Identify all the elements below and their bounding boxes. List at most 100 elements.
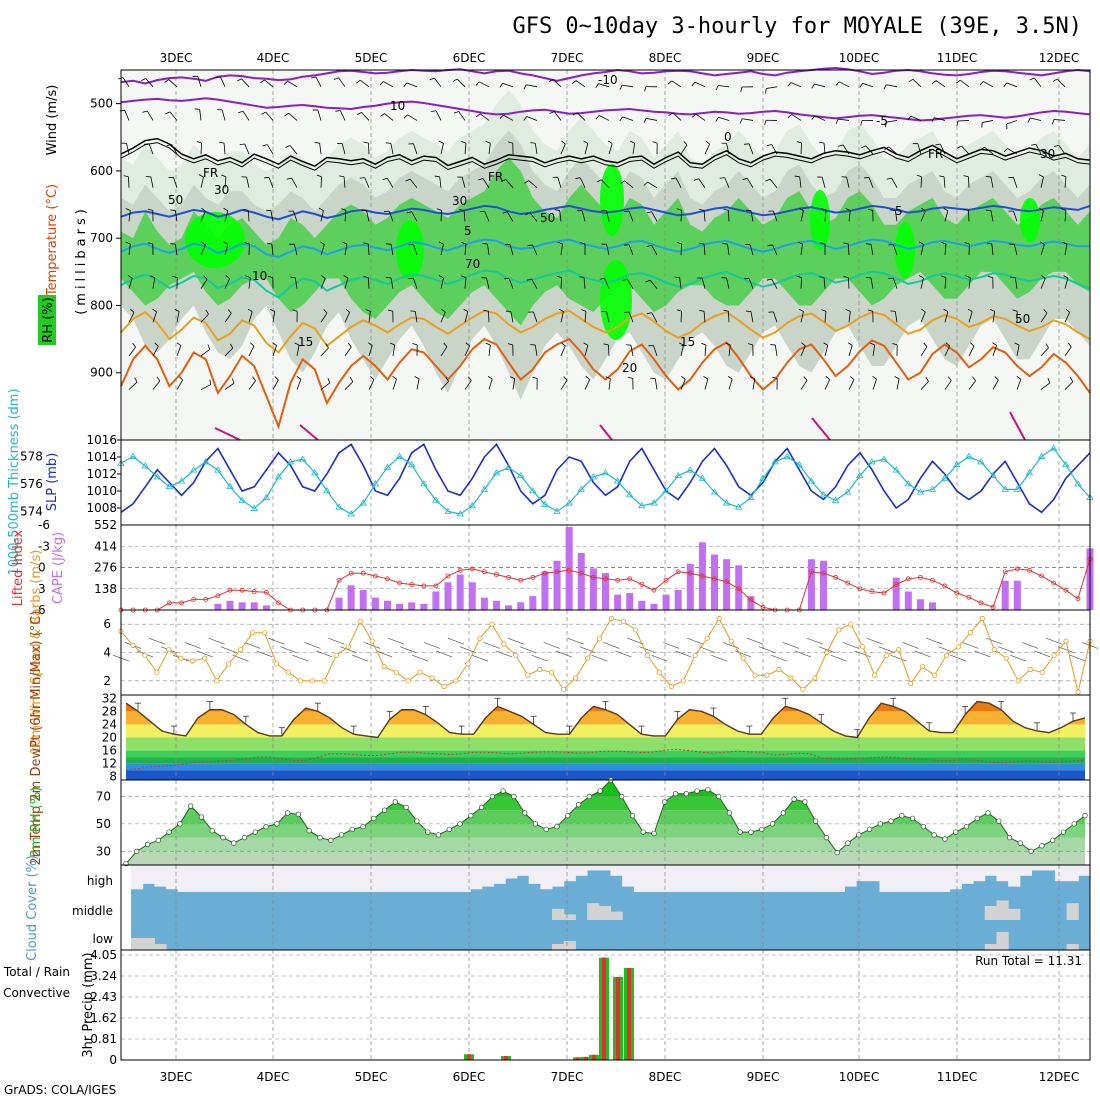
wind-barb-flag bbox=[872, 375, 877, 380]
wind-barb bbox=[1064, 346, 1072, 357]
cape-bar bbox=[214, 603, 222, 610]
wind-barb-flag bbox=[699, 209, 705, 211]
wind-barb bbox=[742, 118, 754, 121]
wind-barb-flag bbox=[678, 342, 684, 346]
wind10-barb bbox=[854, 650, 871, 658]
wind-barb bbox=[368, 277, 370, 289]
wind-barb-flag bbox=[461, 275, 467, 279]
wind-barb-flag bbox=[483, 309, 489, 312]
wind10-marker bbox=[728, 638, 734, 644]
thickness-marker bbox=[589, 473, 598, 480]
wind10-marker bbox=[776, 666, 782, 673]
wind-barb bbox=[482, 178, 490, 188]
cape-bar bbox=[456, 574, 464, 610]
cloud-high-clear bbox=[470, 865, 483, 890]
wind-barb bbox=[1040, 176, 1044, 188]
li-marker bbox=[457, 567, 463, 573]
wind-barb-flag bbox=[342, 241, 348, 245]
wind-barb-flag bbox=[772, 376, 778, 379]
wind-barb-flag bbox=[285, 145, 291, 148]
rh-band bbox=[126, 851, 1085, 865]
wind-barb-flag bbox=[674, 276, 680, 279]
cloud-high-clear bbox=[668, 865, 682, 892]
isotherm-plus10_mb bbox=[120, 238, 1090, 259]
wind10-marker bbox=[357, 618, 363, 624]
thickness-marker bbox=[553, 507, 561, 514]
wind-barb bbox=[479, 113, 490, 121]
wind-barb bbox=[434, 77, 442, 88]
wind-barb bbox=[944, 345, 951, 357]
wind-barb bbox=[920, 277, 924, 289]
wind-barb-flag bbox=[239, 143, 245, 146]
rh-marker bbox=[565, 812, 571, 819]
wind-barb bbox=[679, 277, 682, 289]
wind-barb bbox=[698, 178, 706, 188]
rh-marker bbox=[392, 799, 399, 805]
wind10-marker bbox=[967, 630, 973, 636]
rh-marker bbox=[726, 810, 733, 816]
rh-marker bbox=[188, 803, 194, 809]
wind-barb bbox=[703, 210, 706, 222]
wind-barb-flag bbox=[166, 144, 172, 147]
wind-barb bbox=[464, 345, 471, 357]
wind-barb-flag bbox=[339, 175, 345, 178]
wind-barb bbox=[560, 244, 563, 256]
wind-barb-flag bbox=[870, 342, 875, 346]
wind-barb-flag bbox=[1051, 119, 1055, 125]
wind-barb-flag bbox=[607, 140, 613, 144]
wind-barb bbox=[526, 116, 538, 121]
wind-barb bbox=[968, 311, 973, 323]
wind-barb bbox=[200, 384, 211, 390]
wind-barb-flag bbox=[987, 275, 993, 279]
li-tick: 6 bbox=[38, 603, 46, 617]
wind-barb bbox=[800, 244, 803, 256]
wind-barb-flag bbox=[921, 308, 926, 313]
wind-barb bbox=[868, 177, 874, 188]
cloud-high-clear bbox=[575, 865, 588, 876]
thickness-marker bbox=[940, 474, 949, 481]
wind-barb-flag bbox=[956, 79, 961, 84]
wind-barb bbox=[505, 179, 514, 188]
wind-barb bbox=[392, 344, 396, 356]
wind-barb bbox=[848, 379, 855, 390]
wind-barb-flag bbox=[465, 342, 470, 347]
wind-barb bbox=[1056, 78, 1066, 88]
wind-barb bbox=[272, 379, 279, 390]
wind-barb-flag bbox=[742, 177, 748, 181]
wind10-marker bbox=[764, 672, 770, 678]
wind-barb bbox=[748, 143, 754, 155]
rh-marker bbox=[155, 837, 161, 843]
wind-barb-flag bbox=[198, 174, 204, 178]
wind10-barb bbox=[1069, 654, 1087, 662]
thickness-marker bbox=[420, 480, 428, 487]
wind-barb bbox=[560, 143, 566, 155]
wind10-marker bbox=[872, 672, 878, 678]
wind-barb-flag bbox=[719, 177, 725, 179]
thickness-marker bbox=[371, 480, 380, 487]
wind-barb-flag bbox=[165, 111, 171, 115]
wind-barb bbox=[896, 378, 900, 390]
wind-barb-flag bbox=[406, 211, 412, 214]
wind10-barb bbox=[998, 646, 1015, 653]
chart-title: GFS 0~10day 3-hourly for MOYALE (39E, 3.… bbox=[512, 14, 1082, 39]
wind10-marker bbox=[214, 678, 220, 684]
wind10-barb bbox=[304, 642, 321, 649]
wind-barb-flag bbox=[284, 112, 289, 117]
wind10-marker bbox=[716, 615, 722, 622]
wind10-marker bbox=[1027, 666, 1033, 673]
thickness-marker bbox=[892, 466, 900, 473]
li-marker bbox=[845, 580, 851, 586]
li-marker bbox=[930, 577, 935, 583]
wind-barb bbox=[531, 278, 538, 289]
cloud-tick: high bbox=[87, 874, 113, 888]
wind-barb bbox=[601, 179, 610, 189]
wind-barb bbox=[560, 345, 566, 357]
rh-marker bbox=[780, 810, 786, 816]
cloud-low-cell bbox=[131, 938, 144, 950]
wind-barb-flag bbox=[1016, 375, 1022, 380]
thickness-marker bbox=[565, 499, 573, 506]
precip-convective-bar bbox=[592, 1054, 596, 1060]
wind-barb bbox=[814, 115, 826, 121]
wind10-marker bbox=[309, 678, 316, 684]
wind-barb bbox=[463, 210, 466, 222]
